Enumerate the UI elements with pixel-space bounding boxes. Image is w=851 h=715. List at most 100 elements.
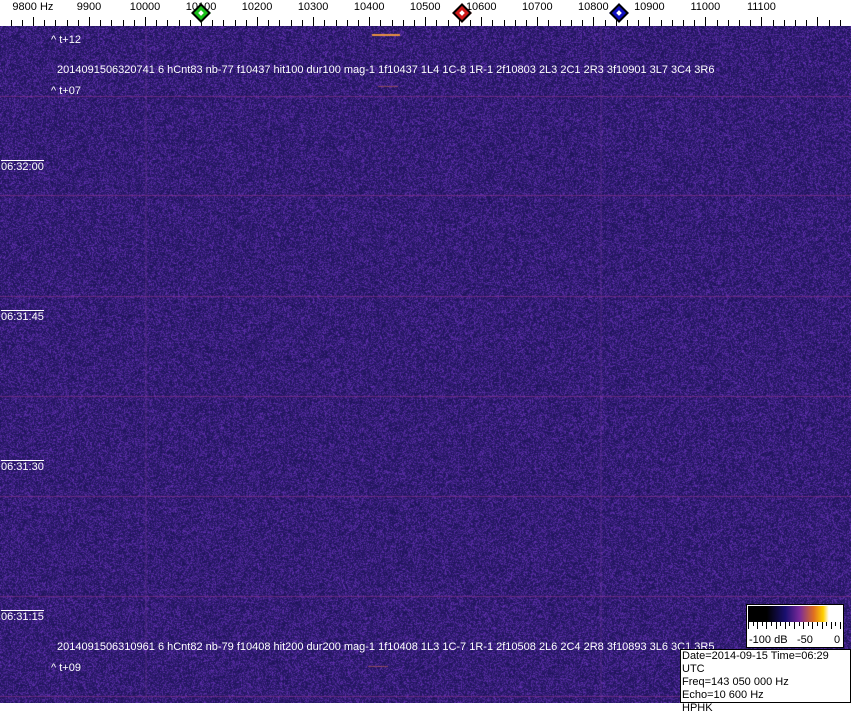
frequency-tick [134, 20, 135, 26]
frequency-tick [750, 20, 751, 26]
colorbar-tick [817, 622, 818, 626]
frequency-tick [123, 20, 124, 26]
frequency-tick [526, 20, 527, 26]
colorbar-tick [775, 622, 777, 629]
frequency-tick [817, 17, 818, 26]
frequency-tick [33, 17, 34, 26]
frequency-tick [582, 20, 583, 26]
frequency-tick [100, 20, 101, 26]
frequency-tick [705, 17, 706, 26]
frequency-tick [403, 20, 404, 26]
info-station: HPHK [682, 702, 713, 714]
colorbar-tick [761, 622, 763, 626]
frequency-tick [436, 20, 437, 26]
info-echo: Echo=10 600 Hz [682, 689, 764, 701]
frequency-tick [67, 20, 68, 26]
frequency-tick [661, 20, 662, 26]
frequency-tick [840, 20, 841, 26]
frequency-label: 10200 [241, 1, 273, 13]
frequency-tick [470, 20, 471, 26]
frequency-tick [347, 20, 348, 26]
frequency-tick [190, 20, 191, 26]
frequency-tick [694, 20, 695, 26]
frequency-label: 11100 [746, 1, 776, 13]
frequency-tick [616, 20, 617, 26]
frequency-tick [605, 20, 606, 26]
frequency-tick [560, 20, 561, 26]
event-info-text: 2014091506320741 6 hCnt83 nb-77 f10437 h… [57, 64, 715, 76]
colorbar-tick [830, 622, 832, 629]
colorbar-tick [748, 622, 749, 629]
time-offset-label: ^ t+09 [51, 662, 81, 674]
frequency-tick [392, 20, 393, 26]
frequency-tick [829, 20, 830, 26]
frequency-label: 10300 [297, 1, 329, 13]
frequency-tick [448, 20, 449, 26]
frequency-tick [22, 20, 23, 26]
event-info-text: 2014091506310961 6 hCnt82 nb-79 f10408 h… [57, 641, 715, 653]
time-offset-label: ^ t+12 [51, 34, 81, 46]
colorbar-tick [835, 622, 837, 626]
frequency-tick [459, 20, 460, 26]
frequency-tick [358, 20, 359, 26]
frequency-tick [728, 20, 729, 26]
colorbar-label: 0 [834, 634, 841, 646]
frequency-tick [336, 20, 337, 26]
frequency-label: 10000 [129, 1, 161, 13]
frequency-tick [571, 20, 572, 26]
timestamp: 06:32:00 [1, 160, 44, 173]
frequency-tick [638, 20, 639, 26]
frequency-label: 10700 [521, 1, 553, 13]
frequency-tick [235, 20, 236, 26]
frequency-tick [627, 20, 628, 26]
colorbar: -100 dB -50 0 [746, 604, 844, 648]
colorbar-tick [757, 622, 759, 629]
timestamp: 06:31:15 [1, 610, 44, 623]
colorbar-tick [752, 622, 754, 626]
frequency-tick [179, 20, 180, 26]
frequency-tick [515, 20, 516, 26]
info-freq: Freq=143 050 000 Hz [682, 676, 789, 688]
info-box: Date=2014-09-15 Time=06:29 UTC Freq=143 … [680, 649, 851, 714]
colorbar-tick [766, 622, 768, 629]
frequency-tick [672, 20, 673, 26]
frequency-tick [212, 20, 213, 26]
frequency-tick [78, 20, 79, 26]
frequency-tick [683, 20, 684, 26]
frequency-label: 11000 [690, 1, 721, 13]
frequency-tick [145, 17, 146, 26]
frequency-tick [223, 20, 224, 26]
frequency-label: 9900 [76, 1, 102, 13]
frequency-tick [167, 20, 168, 26]
frequency-label: 10400 [353, 1, 385, 13]
frequency-tick [279, 20, 280, 26]
frequency-tick [761, 17, 762, 26]
colorbar-tick [798, 622, 800, 626]
colorbar-gradient [748, 606, 842, 622]
timestamp: 06:31:30 [1, 460, 44, 473]
waterfall-spectrogram[interactable] [0, 26, 851, 703]
time-offset-label: ^ t+07 [51, 85, 81, 97]
frequency-tick [717, 20, 718, 26]
colorbar-tick [812, 622, 814, 629]
frequency-tick [649, 17, 650, 26]
frequency-tick [156, 20, 157, 26]
frequency-tick [784, 20, 785, 26]
frequency-label: 10800 [578, 1, 609, 13]
frequency-tick [504, 20, 505, 26]
frequency-tick [481, 17, 482, 26]
colorbar-tick [803, 622, 805, 629]
frequency-tick [313, 17, 314, 26]
frequency-tick [537, 17, 538, 26]
colorbar-tick [794, 622, 795, 629]
frequency-tick [291, 20, 292, 26]
blue-frequency-marker[interactable] [608, 3, 629, 23]
frequency-tick [414, 20, 415, 26]
colorbar-tick [771, 622, 772, 626]
frequency-tick [324, 20, 325, 26]
frequency-tick [268, 20, 269, 26]
colorbar-tick [826, 622, 828, 626]
frequency-label: 9800 Hz [12, 1, 54, 13]
frequency-tick [806, 20, 807, 26]
frequency-tick [739, 20, 740, 26]
